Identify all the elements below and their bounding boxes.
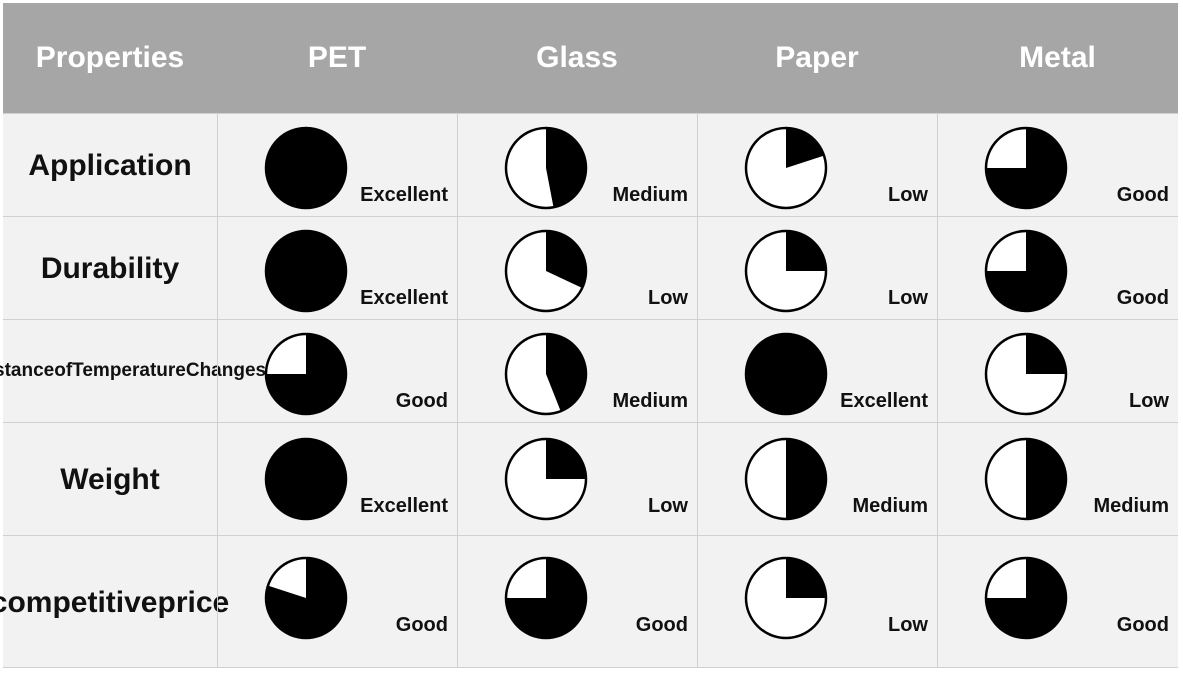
rating-pie: [264, 229, 348, 313]
table-cell: Good: [457, 536, 698, 668]
table-row: Application Excellent Medium Low Good: [3, 113, 1178, 217]
comparison-table: Properties PET Glass Paper Metal Applica…: [0, 3, 1179, 668]
row-label: Durability: [40, 252, 180, 285]
pie-slice: [986, 231, 1066, 311]
row-label: Weight: [60, 463, 160, 496]
pie-slice: [986, 128, 1066, 208]
rating-label: Low: [1129, 390, 1169, 412]
rating-pie: [744, 332, 828, 416]
table-cell: Medium: [457, 320, 698, 423]
pie-slice: [1026, 439, 1066, 519]
table-cell: Medium: [457, 114, 698, 217]
row-label: competitive price: [0, 585, 230, 619]
rating-pie: [984, 332, 1068, 416]
pie-slice: [786, 439, 826, 519]
pie-slice: [266, 558, 347, 638]
table-cell: Good: [937, 114, 1179, 217]
table-cell: Excellent: [697, 320, 938, 423]
rating-label: Good: [395, 390, 448, 412]
rating-pie: [984, 126, 1068, 210]
table-row: Weight Excellent Low Medium Medium: [3, 422, 1178, 536]
table-cell: Low: [697, 217, 938, 320]
rating-pie: [744, 229, 828, 313]
rating-label: Excellent: [360, 495, 448, 517]
rating-pie: [984, 556, 1068, 640]
pie-slice: [745, 333, 827, 415]
pie-slice: [546, 231, 586, 289]
header-paper: Paper: [775, 41, 859, 74]
rating-label: Good: [635, 614, 688, 636]
table-row: competitive price Good Good Low Good: [0, 535, 1179, 668]
rating-label: Low: [648, 495, 688, 517]
row-label: ResistanceofTemperatureChanges: [0, 360, 267, 382]
table-cell: Low: [937, 320, 1179, 423]
table-header: Properties PET Glass Paper Metal: [3, 3, 1178, 113]
pie-slice: [265, 230, 347, 312]
rating-label: Medium: [612, 390, 688, 412]
rating-pie: [984, 229, 1068, 313]
pie-slice: [546, 334, 586, 412]
pie-slice: [546, 128, 586, 208]
table-cell: Excellent: [217, 114, 458, 217]
rating-pie: [504, 332, 588, 416]
table-cell: Low: [457, 423, 698, 536]
pie-slice: [506, 558, 586, 638]
rating-label: Medium: [852, 495, 928, 517]
table-cell: Medium: [697, 423, 938, 536]
rating-label: Good: [1116, 614, 1169, 636]
rating-label: Medium: [1093, 495, 1169, 517]
table-cell: Low: [697, 536, 938, 668]
rating-pie: [264, 556, 348, 640]
rating-pie: [264, 437, 348, 521]
rating-label: Good: [1116, 287, 1169, 309]
pie-slice: [986, 558, 1066, 638]
pie-slice: [266, 334, 346, 414]
header-metal: Metal: [1019, 41, 1096, 74]
pie-slice: [265, 438, 347, 520]
rating-pie: [744, 126, 828, 210]
table-row: Durability Excellent Low Low Good: [3, 216, 1178, 320]
rating-label: Low: [888, 184, 928, 206]
table-cell: Excellent: [217, 423, 458, 536]
table-cell: Low: [697, 114, 938, 217]
table-cell: Good: [217, 536, 458, 668]
rating-label: Excellent: [360, 184, 448, 206]
rating-pie: [264, 126, 348, 210]
rating-pie: [504, 556, 588, 640]
rating-pie: [744, 437, 828, 521]
row-label: Application: [28, 149, 192, 182]
header-pet: PET: [307, 41, 367, 74]
rating-label: Excellent: [360, 287, 448, 309]
rating-pie: [744, 556, 828, 640]
rating-label: Good: [395, 614, 448, 636]
pie-slice: [1026, 334, 1066, 374]
table-cell: Good: [937, 536, 1179, 668]
rating-pie: [984, 437, 1068, 521]
pie-slice: [786, 128, 825, 168]
table-cell: Good: [217, 320, 458, 423]
rating-label: Excellent: [840, 390, 928, 412]
rating-pie: [264, 332, 348, 416]
rating-label: Low: [648, 287, 688, 309]
table-row: ResistanceofTemperatureChanges Good Medium…: [0, 319, 1179, 423]
header-properties: Properties: [35, 41, 185, 74]
rating-label: Low: [888, 614, 928, 636]
table-cell: Excellent: [217, 217, 458, 320]
header-glass: Glass: [536, 41, 618, 74]
rating-label: Good: [1116, 184, 1169, 206]
table-cell: Good: [937, 217, 1179, 320]
rating-label: Low: [888, 287, 928, 309]
rating-pie: [504, 126, 588, 210]
pie-slice: [786, 231, 826, 271]
rating-pie: [504, 229, 588, 313]
rating-pie: [504, 437, 588, 521]
pie-slice: [546, 439, 586, 479]
table-cell: Low: [457, 217, 698, 320]
rating-label: Medium: [612, 184, 688, 206]
table-cell: Medium: [937, 423, 1179, 536]
pie-slice: [786, 558, 826, 598]
pie-slice: [265, 127, 347, 209]
